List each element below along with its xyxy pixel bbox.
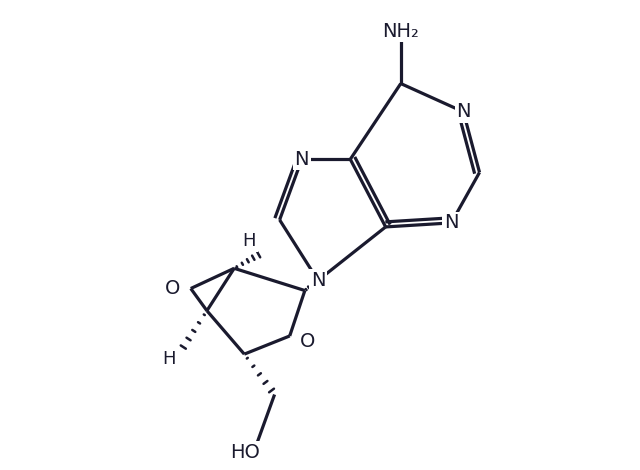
Text: H: H (243, 232, 256, 250)
Text: NH₂: NH₂ (382, 22, 419, 40)
Text: O: O (165, 279, 180, 298)
Text: N: N (294, 150, 309, 169)
Text: N: N (456, 102, 470, 121)
Text: HO: HO (230, 443, 260, 462)
Text: O: O (300, 331, 316, 351)
Text: N: N (311, 271, 325, 290)
Text: N: N (444, 213, 458, 232)
Text: H: H (162, 350, 175, 368)
